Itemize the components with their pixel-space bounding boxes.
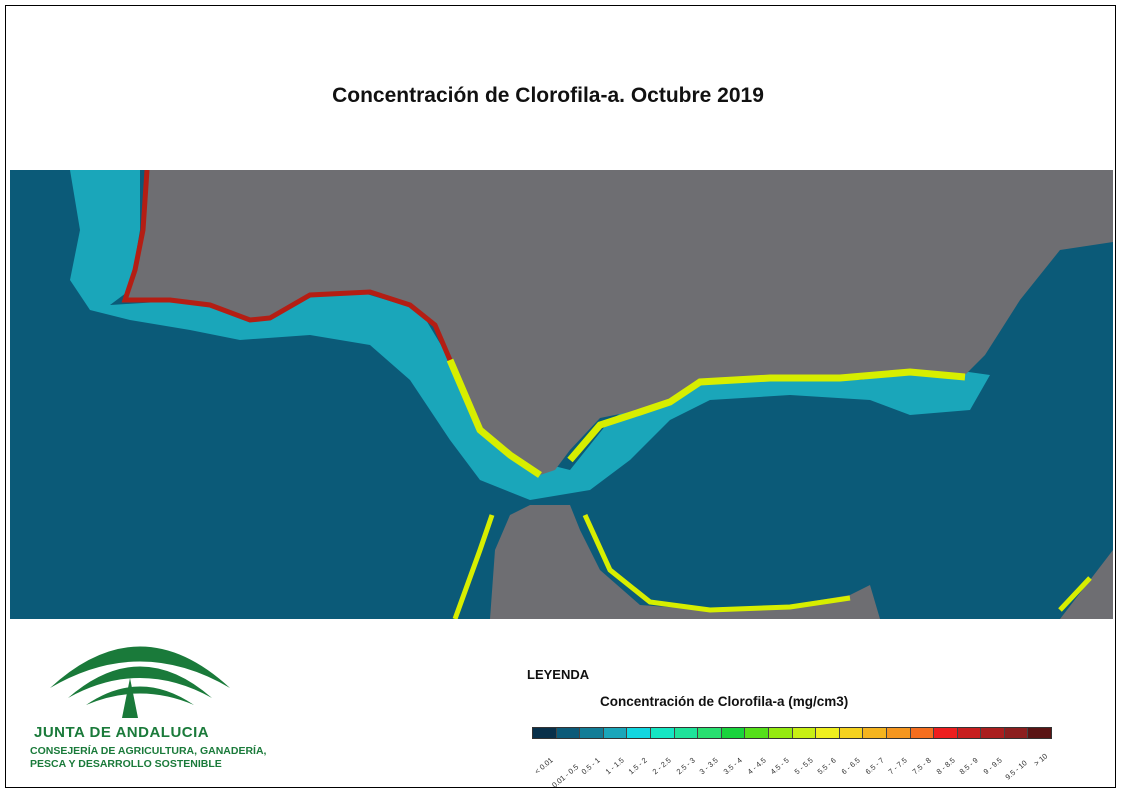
legend-subtitle: Concentración de Clorofila-a (mg/cm3) xyxy=(600,694,849,709)
legend-heading: LEYENDA xyxy=(527,667,590,682)
legend-label: 6 - 6.5 xyxy=(839,755,862,777)
legend-label: 7 - 7.5 xyxy=(887,755,910,777)
coast-africa-strip xyxy=(452,513,1092,619)
legend-label: 0.5 - 1 xyxy=(579,755,602,777)
legend-swatch xyxy=(886,728,911,738)
legend-label: 8 - 8.5 xyxy=(934,755,957,777)
legend-color-bar xyxy=(532,727,1052,739)
logo-pillar xyxy=(122,678,138,718)
map-title: Concentración de Clorofila-a. Octubre 20… xyxy=(332,84,764,107)
legend-label: 3 - 3.5 xyxy=(697,755,721,777)
legend-swatch xyxy=(533,728,557,738)
legend-swatch xyxy=(1028,728,1052,738)
chlorophyll-map xyxy=(10,170,1113,619)
legend-swatch xyxy=(839,728,864,738)
legend-label: 4 - 4.5 xyxy=(745,755,768,777)
legend-swatch xyxy=(721,728,746,738)
legend-swatch xyxy=(698,728,722,738)
legend-label: 2 - 2.5 xyxy=(650,755,673,777)
logo-arc-inner xyxy=(86,686,194,705)
legend-swatch xyxy=(981,728,1005,738)
legend-label: 6.5 - 7 xyxy=(863,755,886,777)
legend-label: 2.5 - 3 xyxy=(674,755,697,777)
legend-label: 9 - 9.5 xyxy=(981,755,1004,777)
legend-swatch xyxy=(556,728,581,738)
legend-swatch xyxy=(792,728,817,738)
coast-high-strip xyxy=(121,170,453,361)
logo-subtitle: CONSEJERÍA DE AGRICULTURA, GANADERÍA, PE… xyxy=(30,745,266,771)
legend-swatch xyxy=(627,728,651,738)
logo-subtitle-line1: CONSEJERÍA DE AGRICULTURA, GANADERÍA, xyxy=(30,745,267,757)
legend-swatch xyxy=(910,728,935,738)
legend-swatch xyxy=(603,728,628,738)
legend-swatch xyxy=(957,728,982,738)
logo-name: JUNTA DE ANDALUCIA xyxy=(34,724,210,741)
legend-label: 8.5 - 9 xyxy=(957,755,981,777)
legend-swatch xyxy=(745,728,769,738)
coast-mid-strip xyxy=(446,358,966,478)
shelf-atlantic xyxy=(70,170,990,500)
legend-label: 4.5 - 5 xyxy=(768,755,791,777)
legend-swatch xyxy=(863,728,887,738)
legend-swatch xyxy=(934,728,958,738)
land-africa xyxy=(490,505,1113,619)
legend-label: 1 - 1.5 xyxy=(603,755,626,777)
legend-swatch xyxy=(768,728,793,738)
legend-label: 1.5 - 2 xyxy=(627,755,650,777)
legend-label: 5 - 5.5 xyxy=(792,755,815,777)
legend-swatch xyxy=(816,728,840,738)
logo-arc-outer xyxy=(50,646,230,688)
land-iberia xyxy=(125,170,1113,475)
legend-swatch xyxy=(650,728,675,738)
logo-arc-middle xyxy=(68,666,212,698)
legend-swatch xyxy=(580,728,604,738)
legend-label: 9.5 - 10 xyxy=(1002,758,1029,782)
logo-subtitle-line2: PESCA Y DESARROLLO SOSTENIBLE xyxy=(30,758,222,770)
legend-label: 3.5 - 4 xyxy=(721,755,744,777)
legend-label: < 0.01 xyxy=(532,755,555,776)
junta-logo xyxy=(50,646,230,718)
legend-swatch xyxy=(674,728,699,738)
legend-label: 7.5 - 8 xyxy=(910,755,933,777)
legend-label: 5.5 - 6 xyxy=(816,755,839,777)
legend-label: > 10 xyxy=(1032,751,1050,768)
legend-swatch xyxy=(1004,728,1029,738)
